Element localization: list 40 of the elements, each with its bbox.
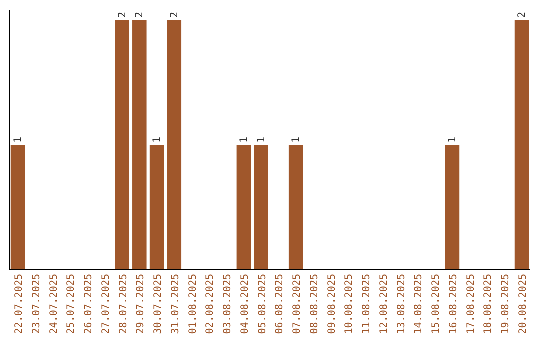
x-tick-label: 14.08.2025 <box>414 274 425 334</box>
x-tick-label: 31.07.2025 <box>170 274 182 334</box>
x-tick-label: 11.08.2025 <box>362 274 373 334</box>
x-tick-label: 22.07.2025 <box>14 274 25 334</box>
x-tick-label: 27.07.2025 <box>100 274 112 334</box>
data-label: 2 <box>134 12 146 18</box>
x-tick-label: 07.08.2025 <box>292 274 304 334</box>
x-tick-label: 10.08.2025 <box>344 274 356 334</box>
x-tick-label: 26.07.2025 <box>84 274 95 334</box>
x-tick-label: 03.08.2025 <box>222 274 234 334</box>
x-tick-label: 16.08.2025 <box>448 274 460 334</box>
data-label: 1 <box>152 136 164 143</box>
data-label: 1 <box>447 136 458 143</box>
x-tick-label: 25.07.2025 <box>66 274 78 334</box>
x-tick-label: 02.08.2025 <box>205 274 216 334</box>
x-tick-label: 01.08.2025 <box>188 274 199 334</box>
x-tick-label: 08.08.2025 <box>309 274 320 334</box>
x-tick-label: 18.08.2025 <box>483 274 494 334</box>
x-tick-label: 05.08.2025 <box>257 274 268 334</box>
x-tick-label: 09.08.2025 <box>326 274 338 334</box>
data-label: 1 <box>256 136 268 143</box>
x-tick-label: 06.08.2025 <box>274 274 286 334</box>
x-tick-label: 29.07.2025 <box>136 274 147 334</box>
x-tick-label: 24.07.2025 <box>48 274 60 334</box>
x-tick-label: 20.08.2025 <box>518 274 530 334</box>
x-tick-label: 17.08.2025 <box>466 274 477 334</box>
x-tick-label: 28.07.2025 <box>118 274 130 334</box>
x-tick-label: 12.08.2025 <box>378 274 390 334</box>
data-label: 1 <box>238 136 250 143</box>
x-tick-label: 30.07.2025 <box>153 274 164 334</box>
data-label: 2 <box>517 12 528 18</box>
x-tick-label: 13.08.2025 <box>396 274 408 334</box>
x-tick-label: 04.08.2025 <box>240 274 251 334</box>
x-tick-label: 23.07.2025 <box>31 274 42 334</box>
data-label: 2 <box>117 12 128 18</box>
data-label: 1 <box>12 136 24 143</box>
data-label: 2 <box>169 12 180 18</box>
x-tick-label: 19.08.2025 <box>500 274 512 334</box>
data-label: 1 <box>291 136 302 143</box>
x-tick-label: 15.08.2025 <box>431 274 442 334</box>
